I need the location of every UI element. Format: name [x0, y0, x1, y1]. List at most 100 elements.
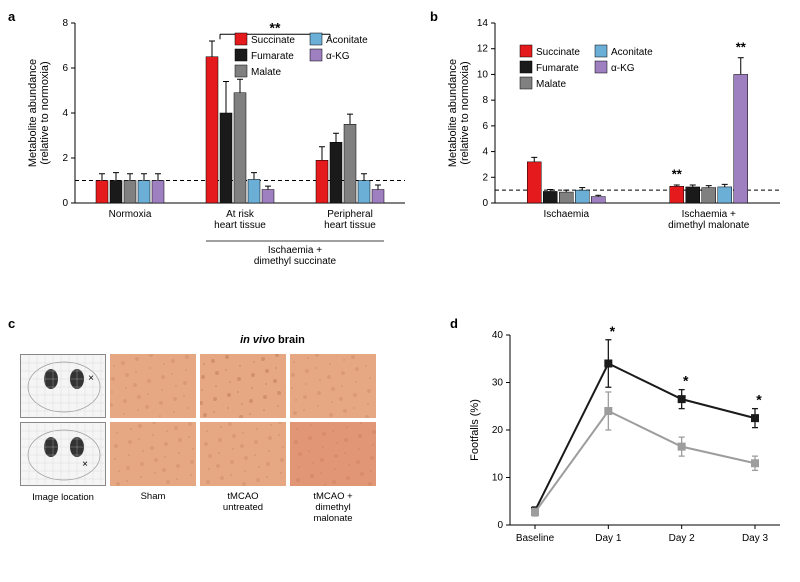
bar-a	[96, 181, 108, 204]
panel-b-label: b	[430, 9, 438, 24]
bar-a	[220, 113, 232, 203]
legend-text-b: Aconitate	[611, 47, 653, 58]
y-tick-b: 6	[482, 121, 488, 132]
y-tick-d: 20	[492, 425, 504, 436]
svg-text:×: ×	[82, 459, 88, 470]
panel-c-title: in vivo brain	[110, 330, 435, 348]
bar-a	[248, 179, 260, 203]
y-tick-b: 0	[482, 198, 488, 209]
histology-image	[110, 354, 196, 418]
line-d-treated	[535, 411, 755, 512]
brain-diagram: ×	[20, 422, 106, 486]
group-label-b: dimethyl malonate	[668, 220, 750, 231]
legend-text-a: α-KG	[326, 51, 350, 62]
bar-a	[206, 57, 218, 203]
bar-b	[591, 197, 605, 203]
panel-c-content: in vivo brain××Image locationShamtMCAOun…	[20, 330, 435, 570]
ylabel-a: Metabolite abundance(relative to normoxi…	[27, 59, 51, 167]
legend-text-b: Succinate	[536, 47, 580, 58]
bar-b	[559, 192, 573, 203]
histology-image	[200, 422, 286, 486]
marker-d	[751, 414, 759, 422]
legend-box-b	[520, 61, 532, 73]
x-label-d: Day 2	[669, 533, 696, 544]
y-tick-b: 14	[477, 18, 489, 29]
chart-a: 02468Metabolite abundance(relative to no…	[20, 8, 420, 278]
bar-a	[110, 181, 122, 204]
bar-b	[543, 191, 557, 203]
ylabel-d: Footfalls (%)	[469, 399, 481, 461]
legend-text-a: Aconitate	[326, 35, 368, 46]
y-tick-b: 2	[482, 172, 488, 183]
y-tick-d: 0	[497, 520, 503, 531]
legend-box-b	[595, 45, 607, 57]
marker-d	[604, 407, 612, 415]
sig-b: **	[672, 167, 683, 182]
marker-d	[531, 508, 539, 516]
y-tick-b: 12	[477, 44, 489, 55]
bar-a	[152, 181, 164, 204]
bar-a	[138, 181, 150, 204]
bar-b	[702, 188, 716, 203]
group-super-a: dimethyl succinate	[254, 256, 337, 267]
legend-text-b: Fumarate	[536, 63, 579, 74]
bar-b	[670, 186, 684, 203]
legend-box-a	[310, 49, 322, 61]
bar-a	[316, 160, 328, 203]
legend-text-a: Succinate	[251, 35, 295, 46]
histology-image	[200, 354, 286, 418]
legend-text-b: α-KG	[611, 63, 635, 74]
column-label-c: tMCAO +dimethylmalonate	[290, 492, 376, 525]
y-tick-a: 4	[62, 108, 68, 119]
sig-d: *	[610, 323, 616, 339]
histology-image	[290, 354, 376, 418]
x-label-d: Day 1	[595, 533, 622, 544]
bar-a	[234, 93, 246, 203]
image-location-label: Image location	[20, 492, 106, 525]
bar-a	[124, 181, 136, 204]
panel-a-label: a	[8, 9, 15, 24]
panel-d: d	[450, 315, 458, 333]
ylabel-b: Metabolite abundance(relative to normoxi…	[447, 59, 471, 167]
panel-a: a	[8, 8, 15, 26]
bar-b	[686, 187, 700, 203]
bar-b	[527, 162, 541, 203]
legend-box-b	[595, 61, 607, 73]
group-label-b: Ischaemia	[543, 209, 589, 220]
y-tick-b: 10	[477, 69, 489, 80]
legend-box-a	[310, 33, 322, 45]
y-tick-b: 4	[482, 147, 488, 158]
y-tick-d: 40	[492, 330, 504, 341]
x-label-d: Day 3	[742, 533, 769, 544]
legend-box-b	[520, 77, 532, 89]
sig-b: **	[736, 39, 747, 54]
y-tick-d: 30	[492, 378, 504, 389]
x-label-d: Baseline	[516, 533, 555, 544]
group-label-a: heart tissue	[324, 220, 376, 231]
bar-a	[262, 190, 274, 204]
group-label-b: Ischaemia +	[682, 209, 736, 220]
bar-a	[344, 124, 356, 203]
panel-b: b	[430, 8, 438, 26]
marker-d	[678, 443, 686, 451]
group-label-a: Peripheral	[327, 209, 373, 220]
line-d-untreated	[535, 364, 755, 511]
group-super-a: Ischaemia +	[268, 245, 322, 256]
bar-b	[575, 190, 589, 203]
sig-d: *	[756, 392, 762, 408]
panel-c: c	[8, 315, 15, 333]
sig-d: *	[683, 373, 689, 389]
legend-text-b: Malate	[536, 79, 566, 90]
histology-image	[110, 422, 196, 486]
chart-b: 02468101214Metabolite abundance(relative…	[440, 8, 795, 278]
bar-b	[734, 74, 748, 203]
legend-box-a	[235, 49, 247, 61]
bar-b	[718, 187, 732, 203]
group-label-a: At risk	[226, 209, 255, 220]
marker-d	[751, 459, 759, 467]
column-label-c: Sham	[110, 492, 196, 525]
legend-text-a: Malate	[251, 67, 281, 78]
column-label-c: tMCAOuntreated	[200, 492, 286, 525]
panel-c-label: c	[8, 316, 15, 331]
bar-a	[372, 190, 384, 204]
